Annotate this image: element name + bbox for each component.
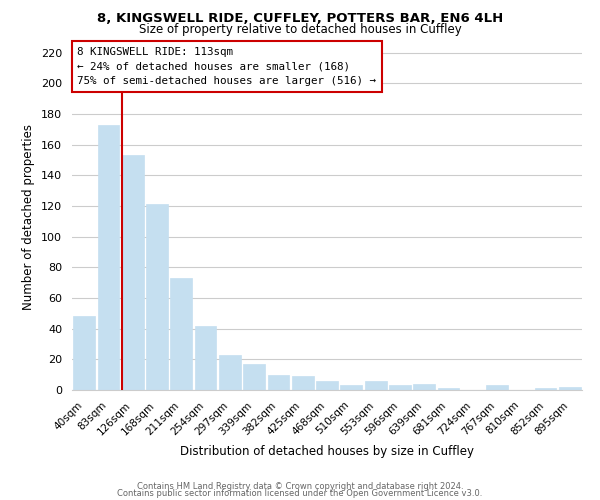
Bar — [243, 364, 265, 390]
Bar — [316, 381, 338, 390]
Bar — [122, 156, 143, 390]
Bar — [559, 387, 581, 390]
Bar — [413, 384, 435, 390]
Text: Contains HM Land Registry data © Crown copyright and database right 2024.: Contains HM Land Registry data © Crown c… — [137, 482, 463, 491]
Text: 8 KINGSWELL RIDE: 113sqm
← 24% of detached houses are smaller (168)
75% of semi-: 8 KINGSWELL RIDE: 113sqm ← 24% of detach… — [77, 46, 376, 86]
Text: 8, KINGSWELL RIDE, CUFFLEY, POTTERS BAR, EN6 4LH: 8, KINGSWELL RIDE, CUFFLEY, POTTERS BAR,… — [97, 12, 503, 26]
Bar — [73, 316, 95, 390]
Bar — [292, 376, 314, 390]
Bar — [365, 381, 386, 390]
Bar — [194, 326, 217, 390]
Bar — [170, 278, 192, 390]
Bar — [219, 354, 241, 390]
Bar — [535, 388, 556, 390]
Text: Contains public sector information licensed under the Open Government Licence v3: Contains public sector information licen… — [118, 489, 482, 498]
Bar — [97, 124, 119, 390]
Y-axis label: Number of detached properties: Number of detached properties — [22, 124, 35, 310]
Text: Size of property relative to detached houses in Cuffley: Size of property relative to detached ho… — [139, 23, 461, 36]
Bar — [486, 386, 508, 390]
Bar — [437, 388, 460, 390]
Bar — [389, 386, 411, 390]
Bar — [146, 204, 168, 390]
Bar — [268, 374, 289, 390]
Bar — [340, 386, 362, 390]
X-axis label: Distribution of detached houses by size in Cuffley: Distribution of detached houses by size … — [180, 445, 474, 458]
